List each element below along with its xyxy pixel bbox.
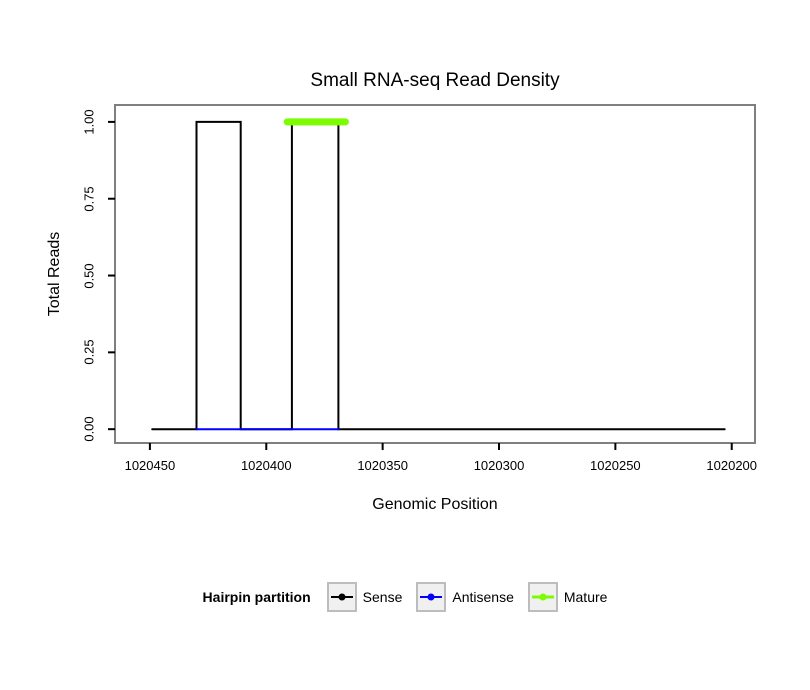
y-axis-label: Total Reads	[46, 231, 63, 317]
legend-key-antisense-icon	[416, 582, 447, 612]
x-tick-label: 1020450	[124, 458, 176, 473]
legend-key-mature-icon	[527, 582, 558, 612]
legend-label-sense: Sense	[362, 589, 403, 605]
y-tick-label: 0.25	[81, 339, 97, 365]
legend-label-mature: Mature	[563, 589, 608, 605]
legend-glyph-mature	[531, 593, 554, 601]
x-tick-label: 1020250	[590, 458, 641, 473]
legend-entry-antisense: Antisense	[416, 582, 514, 612]
y-tick-label: 0.00	[81, 416, 97, 442]
y-tick-label: 0.75	[81, 186, 97, 212]
x-tick-label: 1020300	[473, 458, 525, 473]
y-tick-label: 0.50	[81, 262, 97, 289]
legend-glyph-antisense	[420, 593, 443, 601]
chart-title: Small RNA-seq Read Density	[310, 70, 560, 91]
legend-glyph-point	[427, 593, 435, 601]
panel-border	[114, 104, 756, 444]
y-tick-label: 1.00	[81, 109, 97, 135]
plot-panel	[108, 104, 756, 450]
legend-entry-sense: Sense	[326, 582, 403, 612]
legend-entry-mature: Mature	[527, 582, 608, 612]
x-tick-label: 1020200	[706, 458, 758, 473]
x-tick-label: 1020350	[357, 458, 408, 473]
legend-glyph-point	[539, 593, 547, 601]
legend-glyph-sense	[330, 593, 353, 601]
legend-label-antisense: Antisense	[452, 589, 514, 605]
legend-glyph-point	[338, 593, 346, 601]
x-axis-label: Genomic Position	[372, 496, 498, 513]
legend: Hairpin partition Sense Antisense Mature	[0, 580, 810, 614]
legend-key-sense-icon	[326, 582, 357, 612]
legend-keys: Sense Antisense Mature	[326, 582, 608, 612]
legend-title: Hairpin partition	[202, 589, 311, 605]
x-tick-label: 1020400	[240, 458, 292, 473]
